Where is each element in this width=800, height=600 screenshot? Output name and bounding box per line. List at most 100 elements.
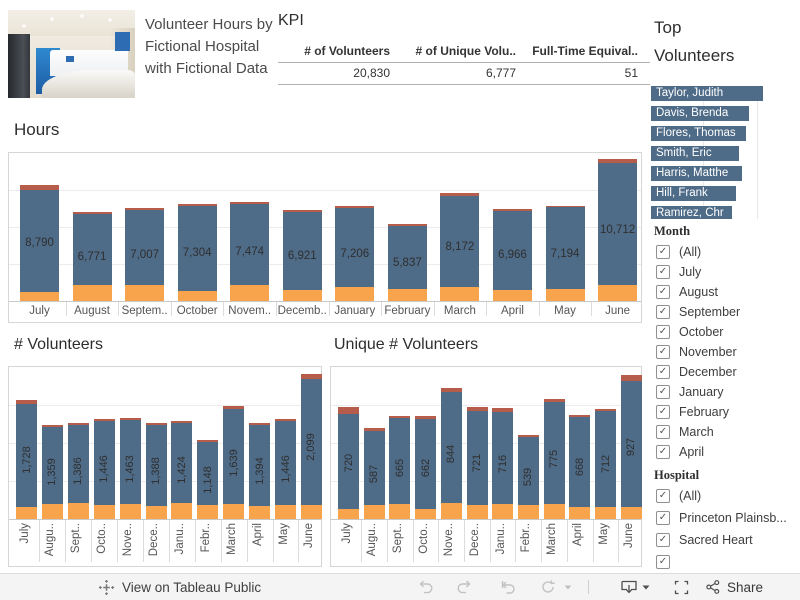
month-checkbox-november[interactable]: ✓ — [656, 345, 670, 359]
top-volunteer-row-flores-thomas[interactable]: Flores, Thomas — [651, 126, 798, 146]
bar-value-label: 8,790 — [25, 237, 54, 249]
bar-may[interactable]: 7,194 — [545, 206, 585, 301]
bar-april[interactable]: 6,966 — [492, 209, 532, 301]
bar-february[interactable]: 5,837 — [387, 224, 427, 301]
month-option-july[interactable]: ✓ July — [656, 262, 701, 282]
month-option-march[interactable]: ✓ March — [656, 422, 714, 442]
hospital-option-clipped[interactable]: ✓ — [656, 552, 679, 572]
hospital-checkbox-clipped[interactable]: ✓ — [656, 555, 670, 569]
bar-july[interactable]: 720 — [338, 407, 359, 519]
bar-value-label: 721 — [471, 453, 483, 473]
download-icon[interactable] — [620, 579, 638, 595]
bar-may[interactable]: 712 — [595, 409, 616, 519]
top-volunteer-bar: Smith, Eric — [651, 146, 739, 161]
month-checkbox-october[interactable]: ✓ — [656, 325, 670, 339]
month-checkbox-september[interactable]: ✓ — [656, 305, 670, 319]
bar-may[interactable]: 1,446 — [275, 419, 296, 519]
bar-august[interactable]: 587 — [363, 428, 385, 519]
month-option-april[interactable]: ✓ April — [656, 442, 704, 462]
month-option-december[interactable]: ✓ December — [656, 362, 737, 382]
undo-icon[interactable] — [418, 579, 434, 595]
month-option-february[interactable]: ✓ February — [656, 402, 729, 422]
month-checkbox-february[interactable]: ✓ — [656, 405, 670, 419]
bar-april[interactable]: 668 — [569, 415, 591, 519]
bar-december[interactable]: 6,921 — [282, 210, 322, 301]
month-checkbox-august[interactable]: ✓ — [656, 285, 670, 299]
redo-icon[interactable] — [456, 579, 472, 595]
kpi-value-unique-volunteers[interactable]: 6,777 — [485, 66, 516, 80]
bar-april[interactable]: 1,394 — [249, 423, 271, 519]
bar-january[interactable]: 716 — [492, 408, 514, 519]
bar-september[interactable]: 665 — [389, 416, 411, 519]
bar-february[interactable]: 1,148 — [197, 440, 219, 519]
month-checkbox-january[interactable]: ✓ — [656, 385, 670, 399]
bar-january[interactable]: 7,206 — [335, 206, 375, 301]
bar-june[interactable]: 2,099 — [300, 374, 322, 519]
bar-march[interactable]: 8,172 — [440, 193, 480, 301]
bar-september[interactable]: 1,386 — [67, 423, 89, 519]
top-volunteer-row-hill-frank[interactable]: Hill, Frank — [651, 186, 798, 206]
fullscreen-icon[interactable] — [674, 580, 689, 595]
month-option-all[interactable]: ✓ (All) — [656, 242, 701, 262]
hospital-checkbox-princeton-plainsb[interactable]: ✓ — [656, 511, 670, 525]
month-option-september[interactable]: ✓ September — [656, 302, 740, 322]
gridline — [9, 264, 641, 265]
month-checkbox-all[interactable]: ✓ — [656, 245, 670, 259]
bar-february[interactable]: 539 — [517, 435, 539, 519]
month-checkbox-july[interactable]: ✓ — [656, 265, 670, 279]
bar-segment-blue — [171, 423, 193, 503]
month-checkbox-april[interactable]: ✓ — [656, 445, 670, 459]
bar-october[interactable]: 662 — [415, 416, 437, 519]
bar-segment-red — [517, 435, 539, 437]
bar-october[interactable]: 1,446 — [93, 419, 115, 519]
bar-november[interactable]: 1,463 — [119, 418, 141, 519]
refresh-caret-icon[interactable] — [564, 585, 572, 590]
kpi-header-unique-volunteers: # of Unique Volu.. — [415, 44, 516, 58]
bar-august[interactable]: 6,771 — [72, 212, 112, 301]
top-volunteer-row-davis-brenda[interactable]: Davis, Brenda — [651, 106, 798, 126]
bar-november[interactable]: 844 — [440, 388, 462, 519]
bar-march[interactable]: 1,639 — [223, 406, 245, 519]
bar-october[interactable]: 7,304 — [177, 204, 217, 301]
bar-september[interactable]: 7,007 — [125, 208, 165, 301]
bar-january[interactable]: 1,424 — [171, 421, 193, 519]
download-caret-icon[interactable] — [642, 585, 650, 590]
bar-july[interactable]: 1,728 — [16, 400, 37, 519]
x-tick-label-january: Janu.. — [494, 523, 507, 555]
top-volunteer-row-smith-eric[interactable]: Smith, Eric — [651, 146, 798, 166]
axis-tick — [438, 520, 440, 562]
hospital-option-princeton-plainsb[interactable]: ✓ Princeton Plainsb... — [656, 508, 787, 528]
top-volunteer-row-ramirez-chr[interactable]: Ramirez, Chr — [651, 206, 798, 219]
month-checkbox-march[interactable]: ✓ — [656, 425, 670, 439]
month-checkbox-december[interactable]: ✓ — [656, 365, 670, 379]
revert-icon[interactable] — [500, 579, 516, 595]
bar-december[interactable]: 721 — [466, 407, 488, 519]
x-tick-label-march: March — [443, 305, 476, 317]
x-tick-label-april: April — [500, 305, 524, 317]
bar-july[interactable]: 8,790 — [20, 185, 59, 301]
month-option-january[interactable]: ✓ January — [656, 382, 723, 402]
hospital-option-all[interactable]: ✓ (All) — [656, 486, 701, 506]
bar-june[interactable]: 10,712 — [598, 159, 638, 301]
kpi-value-volunteers[interactable]: 20,830 — [353, 66, 390, 80]
bar-june[interactable]: 927 — [620, 375, 642, 519]
kpi-value-fte[interactable]: 51 — [624, 66, 638, 80]
bar-august[interactable]: 1,359 — [41, 425, 63, 519]
month-option-october[interactable]: ✓ October — [656, 322, 723, 342]
view-on-tableau-public-link[interactable]: View on Tableau Public — [98, 574, 261, 600]
share-button[interactable]: Share — [705, 579, 763, 595]
hospital-checkbox-sacred-heart[interactable]: ✓ — [656, 533, 670, 547]
refresh-icon[interactable] — [540, 579, 556, 595]
hospital-checkbox-all[interactable]: ✓ — [656, 489, 670, 503]
top-volunteer-row-harris-matthe[interactable]: Harris, Matthe — [651, 166, 798, 186]
bar-segment-blue — [545, 207, 585, 289]
bar-march[interactable]: 775 — [543, 399, 565, 519]
hospital-option-sacred-heart[interactable]: ✓ Sacred Heart — [656, 530, 753, 550]
bar-november[interactable]: 7,474 — [230, 202, 270, 301]
top-volunteer-row-taylor-judith[interactable]: Taylor, Judith — [651, 86, 798, 106]
x-tick-label-july: July — [29, 305, 50, 317]
month-option-november[interactable]: ✓ November — [656, 342, 737, 362]
bar-december[interactable]: 1,388 — [145, 423, 167, 519]
month-option-august[interactable]: ✓ August — [656, 282, 718, 302]
bar-value-label: 7,007 — [130, 248, 159, 261]
